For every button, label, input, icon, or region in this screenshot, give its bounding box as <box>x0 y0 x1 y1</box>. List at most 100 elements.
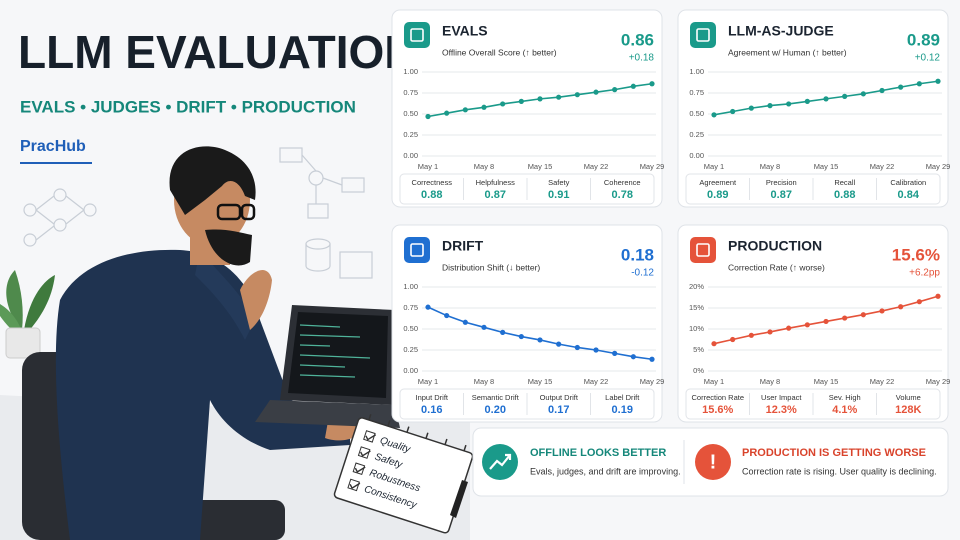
metric-value: 12.3% <box>766 404 797 416</box>
point <box>730 108 736 115</box>
point <box>537 337 543 343</box>
headline-value: 0.89 <box>907 30 940 49</box>
x-tick-label: May 29 <box>640 377 665 386</box>
point <box>916 81 922 87</box>
y-tick-label: 0.00 <box>403 151 418 160</box>
point <box>786 325 792 331</box>
checkbox <box>347 478 360 492</box>
y-tick-label: 0.25 <box>403 345 418 354</box>
point <box>748 105 754 111</box>
headline-value: 0.18 <box>621 245 654 264</box>
point <box>711 341 717 347</box>
point <box>860 91 866 97</box>
point <box>804 322 810 328</box>
metric-value: 0.88 <box>834 189 855 201</box>
y-tick-label: 1.00 <box>403 67 418 76</box>
point <box>748 332 754 338</box>
point <box>898 304 904 310</box>
card-subtitle: Offline Overall Score (↑ better) <box>442 47 557 57</box>
trend-up-glyph <box>489 453 512 470</box>
warning-glyph: ! <box>710 451 717 473</box>
metric-name: Output Drift <box>540 393 579 402</box>
card-icon <box>690 22 716 48</box>
card: LLM-AS-JUDGE Agreement w/ Human (↑ better… <box>677 9 950 208</box>
y-tick-label: 0.00 <box>403 366 418 375</box>
card-icon <box>690 237 716 263</box>
y-tick-label: 1.00 <box>689 67 704 76</box>
card-icon-glyph <box>410 28 424 42</box>
card-subtitle: Agreement w/ Human (↑ better) <box>728 47 847 57</box>
card-subtitle: Distribution Shift (↓ better) <box>442 262 540 272</box>
banner-left-text: Evals, judges, and drift are improving. <box>530 466 681 476</box>
point <box>574 344 580 351</box>
y-tick-label: 0.50 <box>403 109 418 118</box>
checkmark <box>360 450 371 457</box>
metric-name: Input Drift <box>415 393 448 402</box>
point <box>649 81 655 87</box>
metric-name: Sev. High <box>829 393 861 402</box>
metric-name: Label Drift <box>605 393 640 402</box>
point <box>574 92 580 98</box>
x-tick-label: May 8 <box>474 377 494 386</box>
x-tick-label: May 1 <box>704 162 724 171</box>
checkmark <box>354 466 366 473</box>
banner-left-title: OFFLINE LOOKS BETTER <box>530 447 666 459</box>
checkmark <box>365 434 377 441</box>
point <box>842 315 848 321</box>
metric-value: 0.19 <box>612 404 633 416</box>
x-tick-label: May 15 <box>814 377 839 386</box>
y-tick-label: 10% <box>689 324 704 333</box>
x-tick-label: May 15 <box>528 377 553 386</box>
point <box>518 98 524 104</box>
headline-delta: +6.2pp <box>909 268 940 279</box>
metric-name: Safety <box>548 178 570 187</box>
point <box>500 329 506 335</box>
checkbox <box>357 446 371 459</box>
metric-name: Correction Rate <box>691 393 744 402</box>
x-tick-label: May 22 <box>870 377 895 386</box>
headline-delta: +0.18 <box>629 53 655 64</box>
point <box>767 103 773 109</box>
metric-value: 0.89 <box>707 189 728 201</box>
banner-right-title: PRODUCTION IS GETTING WORSE <box>742 447 926 459</box>
x-tick-label: May 29 <box>926 377 951 386</box>
point <box>630 354 636 360</box>
point <box>767 329 773 335</box>
x-tick-label: May 22 <box>584 162 609 171</box>
warning-icon <box>695 444 731 480</box>
point <box>630 83 636 89</box>
main-subtitle: EVALS • JUDGES • DRIFT • PRODUCTION <box>20 97 356 116</box>
x-tick-label: May 15 <box>528 162 553 171</box>
card-title: PRODUCTION <box>728 238 822 254</box>
point <box>593 89 599 95</box>
metric-name: User Impact <box>761 393 802 402</box>
y-tick-label: 20% <box>689 282 704 291</box>
headline-delta: +0.12 <box>915 53 941 64</box>
point <box>500 101 506 107</box>
card-icon-glyph <box>696 28 710 42</box>
checkbox <box>363 430 376 443</box>
point <box>842 93 848 99</box>
point <box>823 96 829 102</box>
point <box>786 101 792 107</box>
x-tick-label: May 8 <box>474 162 494 171</box>
point <box>804 98 810 104</box>
banner-right-text: Correction rate is rising. User quality … <box>742 466 937 476</box>
card: DRIFT Distribution Shift (↓ better) 0.18 -0… <box>391 224 665 423</box>
point <box>537 96 543 102</box>
metric-value: 0.20 <box>485 404 506 416</box>
card-title: LLM-AS-JUDGE <box>728 23 834 39</box>
metric-name: Agreement <box>699 178 737 187</box>
headline-value: 0.86 <box>621 30 654 49</box>
point <box>612 87 618 93</box>
y-tick-label: 0.75 <box>403 88 418 97</box>
y-tick-label: 5% <box>693 345 704 354</box>
metric-name: Precision <box>766 178 797 187</box>
card-title: DRIFT <box>442 238 484 254</box>
metric-name: Helpfulness <box>476 178 515 187</box>
y-tick-label: 15% <box>689 303 704 312</box>
x-tick-label: May 8 <box>760 162 780 171</box>
y-tick-label: 0% <box>693 366 704 375</box>
y-tick-label: 0.50 <box>403 324 418 333</box>
